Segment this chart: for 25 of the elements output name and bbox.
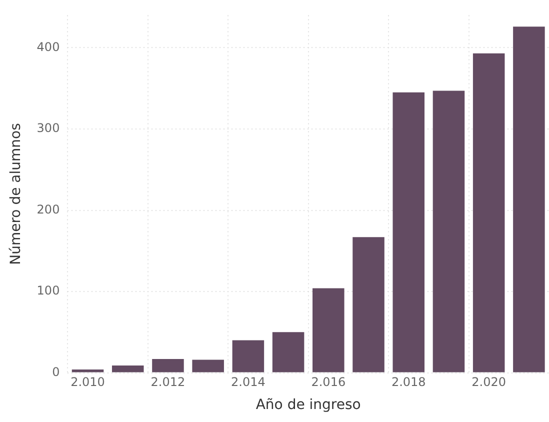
x-tick-label: 2.016 xyxy=(311,375,346,390)
x-tick-label: 2.018 xyxy=(391,375,426,390)
y-tick-label: 200 xyxy=(36,202,60,216)
y-tick-label: 400 xyxy=(36,40,60,54)
x-tick-label: 2.020 xyxy=(472,375,506,390)
y-axis-title: Número de alumnos xyxy=(8,123,24,265)
x-tick-label: 2.012 xyxy=(150,375,186,390)
bar xyxy=(232,340,264,372)
x-tick-label: 2.010 xyxy=(70,375,105,390)
y-tick-label: 100 xyxy=(36,284,60,298)
bar xyxy=(272,332,304,372)
y-tick-label: 0 xyxy=(52,364,60,379)
x-axis-title: Año de ingreso xyxy=(256,397,361,414)
bar xyxy=(392,92,425,372)
bar xyxy=(112,365,144,372)
bar xyxy=(192,360,224,372)
y-tick-label: 300 xyxy=(36,121,60,136)
bar xyxy=(152,358,184,372)
x-tick-label: 2.014 xyxy=(231,375,266,390)
bar xyxy=(312,288,344,372)
bar xyxy=(513,26,545,372)
bar xyxy=(432,90,465,372)
bar xyxy=(352,237,384,372)
bar xyxy=(72,370,104,372)
bar xyxy=(472,53,505,372)
